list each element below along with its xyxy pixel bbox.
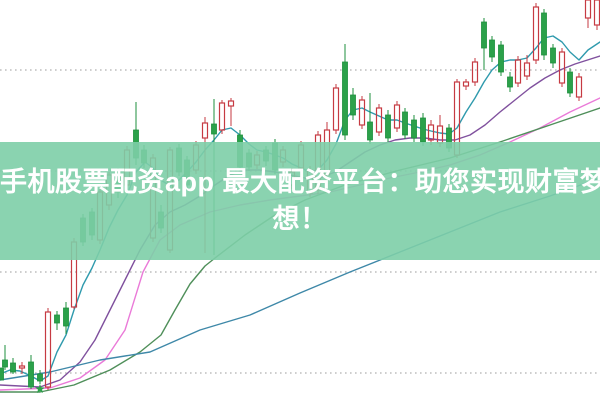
candle-down bbox=[367, 121, 373, 141]
candle-up bbox=[44, 311, 52, 388]
promo-banner: 手机股票配资app 最大配资平台：助您实现财富梦 想！ bbox=[0, 142, 600, 260]
candle-up bbox=[393, 104, 401, 129]
candle-up bbox=[227, 100, 235, 107]
candle-down bbox=[211, 123, 217, 135]
candle-down bbox=[28, 361, 34, 388]
candle-up bbox=[332, 87, 340, 131]
candle-up bbox=[201, 122, 209, 139]
candle-down bbox=[481, 21, 487, 49]
candle-down bbox=[567, 71, 573, 94]
star-marker-icon bbox=[35, 384, 45, 394]
candle-up bbox=[575, 76, 583, 98]
candle-down bbox=[350, 94, 356, 116]
candle-down bbox=[402, 111, 408, 136]
candle-up bbox=[358, 99, 366, 126]
candle-down bbox=[385, 114, 391, 139]
candle-down bbox=[489, 39, 495, 58]
candle-up bbox=[593, 0, 600, 26]
promo-text-line-1: 手机股票配资app 最大配资平台：助您实现财富梦 bbox=[0, 167, 600, 197]
candle-down bbox=[342, 61, 348, 136]
candle-down bbox=[0, 367, 4, 381]
candle-up bbox=[532, 6, 540, 61]
candle-up bbox=[471, 61, 479, 83]
candle-down bbox=[420, 117, 426, 143]
candle-down bbox=[541, 12, 547, 56]
candle-up bbox=[375, 107, 383, 133]
candle-up bbox=[436, 125, 444, 144]
candle-down bbox=[63, 307, 69, 327]
candle-down bbox=[550, 47, 556, 64]
candle-down bbox=[411, 119, 417, 139]
candle-up bbox=[427, 124, 435, 141]
candle-up bbox=[558, 51, 566, 84]
candle-down bbox=[54, 314, 60, 324]
candle-up bbox=[584, 0, 592, 19]
candle-down bbox=[507, 76, 513, 88]
candle-up bbox=[523, 62, 531, 77]
candle-up bbox=[18, 365, 26, 369]
candle-down bbox=[2, 359, 8, 368]
candle-down bbox=[10, 362, 16, 373]
candle-down bbox=[498, 44, 504, 73]
candle-up bbox=[218, 102, 226, 131]
candle-up bbox=[462, 81, 470, 87]
promo-text-line-2: 想！ bbox=[272, 204, 328, 234]
candle-up bbox=[514, 59, 522, 84]
candle-down bbox=[37, 373, 43, 382]
